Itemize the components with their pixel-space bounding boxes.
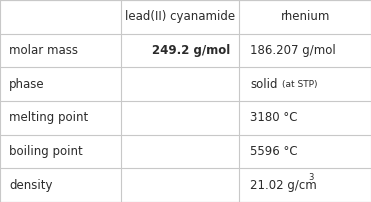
Text: rhenium: rhenium <box>280 10 330 23</box>
Text: phase: phase <box>9 78 45 91</box>
Text: solid: solid <box>250 78 278 91</box>
Text: 3: 3 <box>308 173 313 182</box>
Text: 249.2 g/mol: 249.2 g/mol <box>152 44 230 57</box>
Text: lead(II) cyanamide: lead(II) cyanamide <box>125 10 235 23</box>
Text: melting point: melting point <box>9 111 89 124</box>
Text: density: density <box>9 179 53 192</box>
Text: molar mass: molar mass <box>9 44 78 57</box>
Text: 21.02 g/cm: 21.02 g/cm <box>250 179 317 192</box>
Text: (at STP): (at STP) <box>282 80 318 89</box>
Text: 186.207 g/mol: 186.207 g/mol <box>250 44 336 57</box>
Text: boiling point: boiling point <box>9 145 83 158</box>
Text: 3180 °C: 3180 °C <box>250 111 298 124</box>
Text: 5596 °C: 5596 °C <box>250 145 298 158</box>
